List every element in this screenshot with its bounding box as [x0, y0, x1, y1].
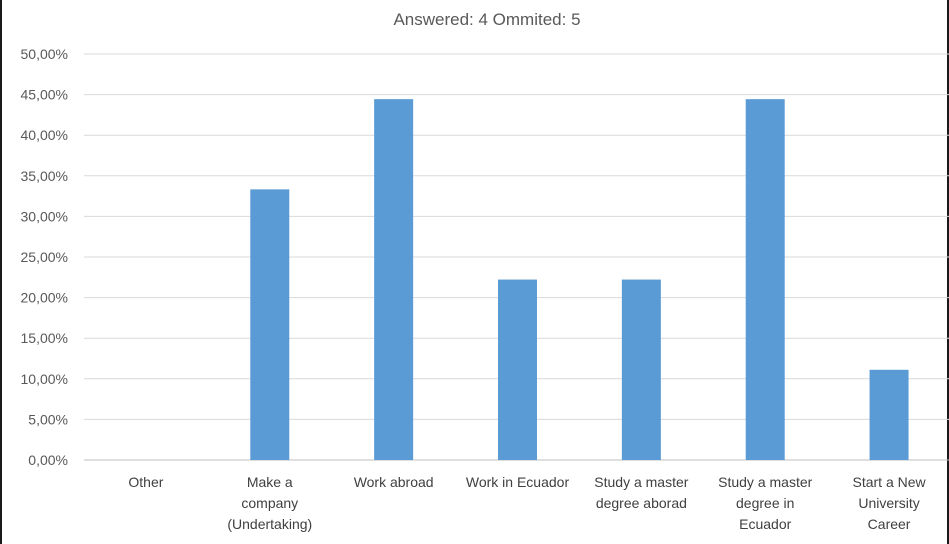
y-tick-label: 25,00%	[21, 249, 68, 265]
bar	[250, 189, 290, 460]
chart-subtitle: Answered: 4 Ommited: 5	[393, 10, 580, 29]
y-tick-label: 40,00%	[21, 127, 68, 143]
x-category-label: Work in Ecuador	[466, 474, 570, 490]
bars	[250, 99, 909, 460]
y-tick-label: 35,00%	[21, 168, 68, 184]
y-axis-labels: 0,00% 5,00% 10,00% 15,00% 20,00% 25,00% 30,00%…	[21, 46, 68, 468]
x-category-label: Other	[128, 474, 163, 490]
x-category-label: Study a master degree in Ecuador	[718, 474, 812, 532]
bar	[745, 99, 785, 460]
y-tick-label: 30,00%	[21, 208, 68, 224]
x-category-label: Start a New University Career	[853, 474, 927, 532]
y-tick-label: 50,00%	[21, 46, 68, 62]
bar	[869, 369, 909, 460]
y-tick-label: 5,00%	[28, 411, 68, 427]
x-category-label: Study a master degree aborad	[594, 474, 688, 511]
y-tick-label: 20,00%	[21, 290, 68, 306]
bar	[498, 279, 537, 460]
y-tick-label: 15,00%	[21, 330, 68, 346]
x-category-label: Make a company (Undertaking)	[227, 474, 312, 532]
y-tick-label: 0,00%	[28, 452, 68, 468]
bar	[621, 279, 661, 460]
x-category-label: Work abroad	[354, 474, 434, 490]
y-tick-label: 45,00%	[21, 87, 68, 103]
bar	[374, 99, 414, 460]
x-axis-labels: Other Make a company (Undertaking) Work abro…	[128, 474, 926, 532]
y-tick-label: 10,00%	[21, 371, 68, 387]
